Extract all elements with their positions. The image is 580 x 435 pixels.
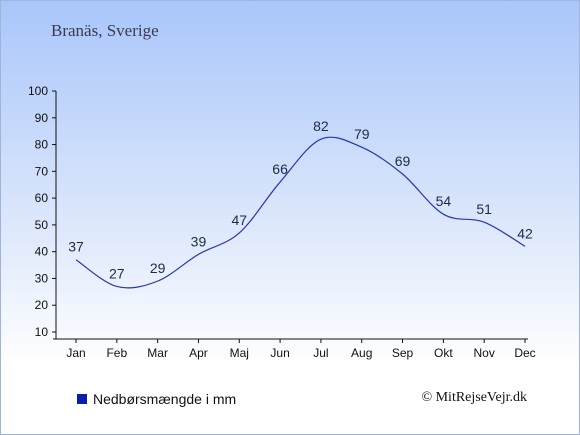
data-label-jul: 82 xyxy=(313,118,329,134)
y-tick-label: 10 xyxy=(35,325,49,339)
y-tick-label: 70 xyxy=(35,164,49,178)
data-label-aug: 79 xyxy=(354,126,370,142)
y-tick-label: 60 xyxy=(35,191,49,205)
y-tick-label: 40 xyxy=(35,245,49,259)
y-tick-label: 30 xyxy=(35,271,49,285)
x-tick-label-feb: Feb xyxy=(106,346,127,360)
data-label-jan: 37 xyxy=(68,239,84,255)
data-label-mar: 29 xyxy=(150,260,166,276)
series-line-precipitation xyxy=(75,136,526,289)
copyright-credit: © MitRejseVejr.dk xyxy=(421,390,527,405)
legend-swatch xyxy=(77,394,87,404)
data-label-jun: 66 xyxy=(272,161,288,177)
y-tick-label: 20 xyxy=(35,298,49,312)
legend: Nedbørsmængde i mm xyxy=(77,391,236,407)
data-label-sep: 69 xyxy=(395,153,411,169)
x-tick-label-jul: Jul xyxy=(313,346,328,360)
data-label-feb: 27 xyxy=(109,265,125,281)
location-title: Branäs, Sverige xyxy=(51,21,159,40)
data-label-dec: 42 xyxy=(517,225,533,241)
axes xyxy=(52,90,528,343)
y-tick-label: 100 xyxy=(28,84,48,98)
data-label-nov: 51 xyxy=(476,201,492,217)
x-tick-label-sep: Sep xyxy=(392,346,414,360)
x-tick-label-mar: Mar xyxy=(147,346,168,360)
x-tick-label-apr: Apr xyxy=(189,346,208,360)
y-tick-label: 90 xyxy=(35,111,49,125)
y-tick-label: 80 xyxy=(35,138,49,152)
tick-labels: 10 20 30 40 50 60 70 80 90 100 Jan Feb Mar Apr Maj Jun J… xyxy=(28,84,536,360)
data-label-apr: 39 xyxy=(191,233,207,249)
data-label-okt: 54 xyxy=(436,193,452,209)
x-tick-label-jun: Jun xyxy=(270,346,289,360)
x-tick-label-aug: Aug xyxy=(351,346,372,360)
x-tick-label-jan: Jan xyxy=(66,346,85,360)
data-labels: 37 27 29 39 47 66 82 79 69 54 51 42 xyxy=(68,118,533,281)
data-label-maj: 47 xyxy=(231,212,247,228)
y-tick-label: 50 xyxy=(35,218,49,232)
x-tick-label-maj: Maj xyxy=(230,346,249,360)
legend-label: Nedbørsmængde i mm xyxy=(93,391,237,407)
x-tick-label-okt: Okt xyxy=(434,346,453,360)
x-tick-label-dec: Dec xyxy=(514,346,535,360)
x-tick-label-nov: Nov xyxy=(474,346,495,360)
